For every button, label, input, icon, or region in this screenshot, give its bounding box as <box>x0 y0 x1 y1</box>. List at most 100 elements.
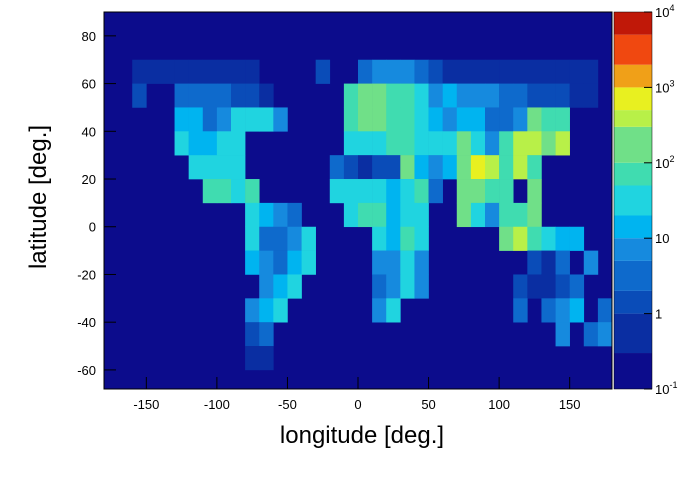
heat-cell <box>400 59 415 84</box>
heat-cell <box>513 202 528 228</box>
heat-cell <box>329 179 345 204</box>
heat-cell <box>372 107 387 132</box>
heat-cell <box>372 155 387 180</box>
colorbar-band <box>614 87 652 111</box>
heat-cell <box>470 83 486 108</box>
colorbar-tick-base: 10 <box>655 156 669 171</box>
heat-cell <box>343 83 359 108</box>
heat-cell <box>259 322 274 347</box>
heat-cell <box>343 202 359 228</box>
colorbar-tick-base: 10 <box>655 382 669 397</box>
heat-cell <box>386 298 401 323</box>
heat-cell <box>386 107 401 132</box>
heat-cell <box>160 59 175 84</box>
heat-cell <box>513 131 528 156</box>
heat-cell <box>513 107 528 132</box>
colorbar-tick-label: 10 <box>655 231 669 246</box>
heat-cell <box>188 107 204 132</box>
heat-cell <box>372 250 387 275</box>
heat-cell <box>456 179 472 204</box>
heat-cell <box>470 59 486 84</box>
x-tick-label: 100 <box>488 397 510 412</box>
heat-cell <box>372 202 387 228</box>
colorbar-tick-exponent: 4 <box>669 3 674 13</box>
heat-cell <box>527 83 542 108</box>
heat-cell <box>499 202 514 228</box>
heat-cell <box>527 250 542 275</box>
colorbar-band <box>614 162 652 186</box>
heat-cell <box>414 250 429 275</box>
heat-cell <box>428 155 443 180</box>
heat-cell <box>400 274 415 299</box>
heat-cell <box>245 83 260 108</box>
heat-cell <box>499 226 514 251</box>
heat-cell <box>583 250 599 275</box>
colorbar-tick-label: 10-1 <box>655 380 677 397</box>
heat-cell <box>273 274 288 299</box>
heat-cell <box>386 83 401 108</box>
colorbar-tick-label: 104 <box>655 3 674 20</box>
heat-cell <box>231 179 246 204</box>
heat-cell <box>386 155 401 180</box>
x-tick-label: 150 <box>559 397 581 412</box>
heat-cell <box>597 322 613 347</box>
heat-cell <box>541 250 556 275</box>
heat-cell <box>400 131 415 156</box>
heat-cell <box>414 202 429 228</box>
heat-cell <box>386 202 401 228</box>
heat-cell <box>400 179 415 204</box>
y-tick-label: 40 <box>82 124 96 139</box>
y-tick-label: 20 <box>82 172 96 187</box>
heat-cell <box>541 83 556 108</box>
heat-cell <box>527 179 542 204</box>
heat-cell <box>273 226 288 251</box>
heat-cell <box>287 226 302 251</box>
heat-cell <box>202 155 218 180</box>
heat-cell <box>442 155 458 180</box>
heat-cell <box>188 131 204 156</box>
heat-cell <box>527 226 542 251</box>
heat-cell <box>513 274 528 299</box>
heat-cell <box>442 59 458 84</box>
heat-cell <box>527 155 542 180</box>
heat-cell <box>541 107 556 132</box>
heat-cell <box>245 179 260 204</box>
heat-cell <box>485 179 500 204</box>
heat-cell <box>583 322 599 347</box>
heat-cell <box>414 59 429 84</box>
heat-cell <box>555 131 570 156</box>
heat-cell <box>485 59 500 84</box>
colorbar-frame <box>613 11 653 390</box>
heat-cell <box>485 107 500 132</box>
heat-cell <box>555 250 570 275</box>
heat-cell <box>259 274 274 299</box>
heat-cell <box>499 179 514 204</box>
heat-cell <box>400 202 415 228</box>
heat-cell <box>301 250 316 275</box>
heat-cell <box>400 155 415 180</box>
heat-cell <box>372 298 387 323</box>
heat-cell <box>499 59 514 84</box>
heat-cell <box>216 131 232 156</box>
heat-cell <box>569 83 585 108</box>
heat-cell <box>527 59 542 84</box>
heat-cell <box>358 179 373 204</box>
heat-cell <box>231 83 246 108</box>
heat-cell <box>231 155 246 180</box>
heat-cell <box>287 250 302 275</box>
heat-cell <box>174 83 189 108</box>
heat-cell <box>541 131 556 156</box>
heat-cell <box>555 298 570 323</box>
heat-cell <box>343 155 359 180</box>
colorbar-band <box>614 185 652 216</box>
heat-cell <box>527 131 542 156</box>
heat-cell <box>428 83 443 108</box>
heat-cell <box>569 298 585 323</box>
heat-cell <box>273 250 288 275</box>
heat-cell <box>499 155 514 180</box>
heat-cell <box>245 202 260 228</box>
heat-cell <box>456 83 472 108</box>
heat-cell <box>583 83 599 108</box>
colorbar-tick-base: 10 <box>655 5 669 20</box>
x-tick-label: -150 <box>133 397 159 412</box>
